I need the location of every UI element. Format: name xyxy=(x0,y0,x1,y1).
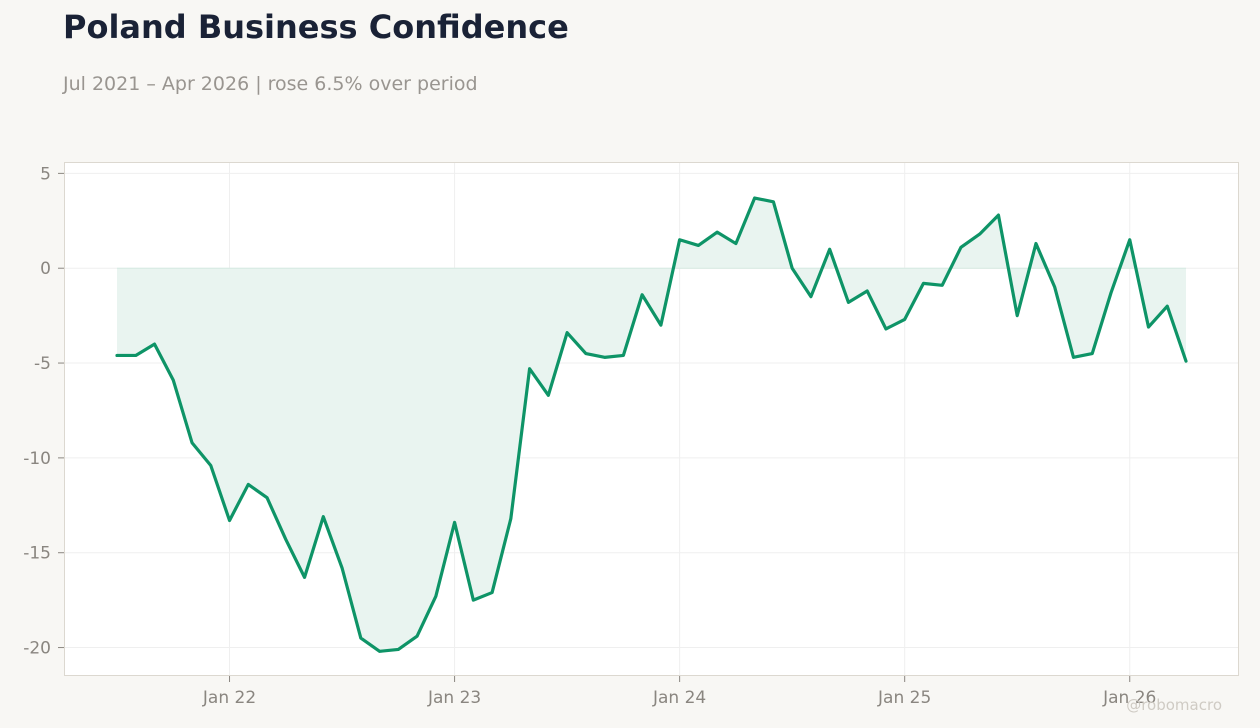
data-point xyxy=(715,230,719,234)
data-point xyxy=(1184,359,1188,363)
baseline-fill-area xyxy=(117,198,1186,652)
data-point xyxy=(490,591,494,595)
data-point xyxy=(659,323,663,327)
data-point xyxy=(190,441,194,445)
y-tick-label: -15 xyxy=(23,544,51,564)
data-point xyxy=(1053,285,1057,289)
plot-frame xyxy=(64,162,1239,676)
data-point xyxy=(771,200,775,204)
data-point xyxy=(1146,325,1150,329)
x-tick-label: Jan 24 xyxy=(652,688,706,708)
data-point xyxy=(209,463,213,467)
data-point xyxy=(303,575,307,579)
x-tick-label: Jan 22 xyxy=(202,688,256,708)
data-point xyxy=(678,238,682,242)
data-point xyxy=(471,598,475,602)
data-point xyxy=(809,295,813,299)
y-tick-label: 0 xyxy=(40,259,51,279)
data-point xyxy=(621,353,625,357)
data-point xyxy=(153,342,157,346)
data-point xyxy=(978,232,982,236)
data-point xyxy=(903,317,907,321)
data-point xyxy=(1165,304,1169,308)
data-point xyxy=(378,649,382,653)
data-point xyxy=(1071,355,1075,359)
data-point xyxy=(884,327,888,331)
data-point xyxy=(846,300,850,304)
data-point xyxy=(528,367,532,371)
data-point xyxy=(1090,352,1094,356)
data-point xyxy=(359,636,363,640)
x-tick-label: Jan 25 xyxy=(877,688,931,708)
data-point xyxy=(265,496,269,500)
data-point xyxy=(959,245,963,249)
data-point xyxy=(640,293,644,297)
watermark: @robomacro xyxy=(1126,696,1222,714)
data-point xyxy=(1034,242,1038,246)
data-point xyxy=(284,537,288,541)
data-point xyxy=(940,283,944,287)
x-tick-label: Jan 26 xyxy=(1102,688,1156,708)
data-point xyxy=(321,515,325,519)
data-point xyxy=(453,520,457,524)
data-point xyxy=(415,634,419,638)
data-point xyxy=(696,243,700,247)
data-point xyxy=(134,353,138,357)
data-point xyxy=(434,594,438,598)
y-tick-label: 5 xyxy=(40,164,51,184)
data-point xyxy=(246,482,250,486)
data-point xyxy=(1015,314,1019,318)
x-axis: Jan 22 Jan 23 Jan 24 Jan 25 Jan 26 xyxy=(202,676,1156,708)
data-point xyxy=(734,242,738,246)
data-point xyxy=(509,517,513,521)
data-point xyxy=(396,647,400,651)
data-point xyxy=(565,331,569,335)
data-point xyxy=(865,289,869,293)
data-point xyxy=(340,566,344,570)
y-axis: 5 0 -5 -10 -15 -20 xyxy=(23,164,64,659)
data-point xyxy=(171,378,175,382)
data-point xyxy=(996,213,1000,217)
data-point xyxy=(603,355,607,359)
data-point xyxy=(921,281,925,285)
series-line xyxy=(115,196,1188,653)
data-point xyxy=(584,352,588,356)
data-point xyxy=(115,353,119,357)
data-point xyxy=(1128,238,1132,242)
y-tick-label: -10 xyxy=(23,449,51,469)
x-tick-label: Jan 23 xyxy=(427,688,481,708)
y-tick-label: -5 xyxy=(34,354,51,374)
data-point xyxy=(828,247,832,251)
data-point xyxy=(546,393,550,397)
data-point xyxy=(228,518,232,522)
chart-title: Poland Business Confidence xyxy=(63,8,569,46)
data-point xyxy=(1109,291,1113,295)
data-point xyxy=(790,266,794,270)
data-point xyxy=(753,196,757,200)
chart-subtitle: Jul 2021 – Apr 2026 | rose 6.5% over per… xyxy=(63,73,478,95)
y-tick-label: -20 xyxy=(23,639,51,659)
